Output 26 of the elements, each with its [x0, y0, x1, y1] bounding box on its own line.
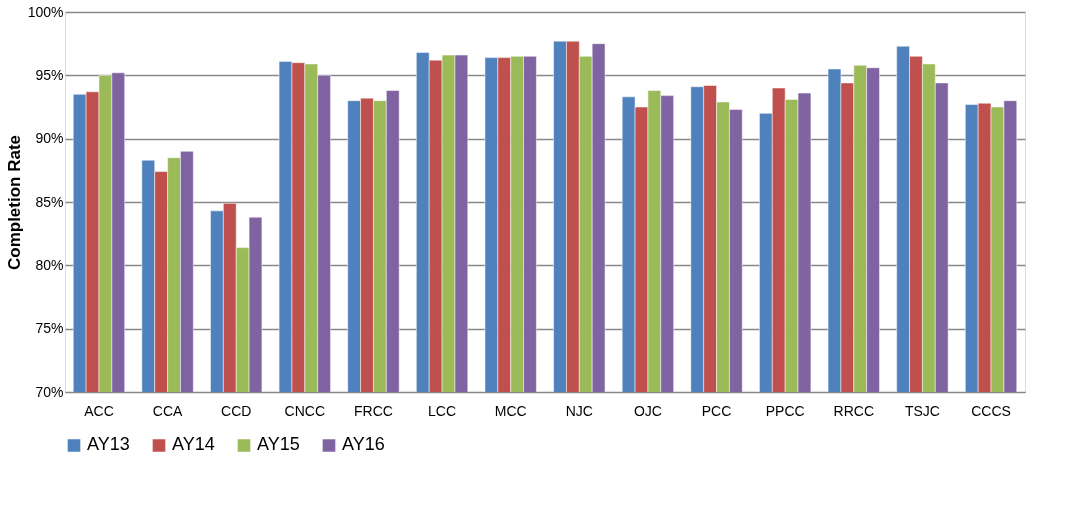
x-tick-label: CNCC: [284, 402, 326, 419]
x-tick-label: LCC: [428, 402, 457, 419]
y-tick-label: 80%: [35, 256, 64, 273]
x-tick-label: CCCS: [971, 402, 1011, 419]
y-axis-title: Completion Rate: [4, 134, 24, 271]
x-tick-label: ACC: [84, 402, 114, 419]
y-tick-label: 70%: [35, 383, 64, 400]
legend-label: AY15: [257, 434, 300, 455]
x-tick-label: CCD: [221, 402, 252, 419]
legend-label: AY14: [172, 434, 215, 455]
legend-label: AY13: [87, 434, 130, 455]
x-tick-label: NJC: [565, 402, 593, 419]
x-tick-label: PCC: [701, 402, 732, 419]
x-tick-label: RRCC: [833, 402, 875, 419]
x-tick-label: FRCC: [354, 402, 393, 419]
legend-label: AY16: [342, 434, 385, 455]
y-tick-label: 75%: [35, 320, 64, 337]
y-tick-label: 100%: [27, 3, 64, 20]
y-tick-label: 95%: [35, 66, 64, 83]
x-tick-label: MCC: [494, 402, 527, 419]
y-tick-label: 90%: [35, 130, 64, 147]
x-tick-label: TSJC: [904, 402, 940, 419]
x-tick-label: OJC: [633, 402, 662, 419]
y-tick-label: 85%: [35, 193, 64, 210]
x-tick-label: CCA: [152, 402, 184, 419]
x-tick-label: PPCC: [765, 402, 805, 419]
